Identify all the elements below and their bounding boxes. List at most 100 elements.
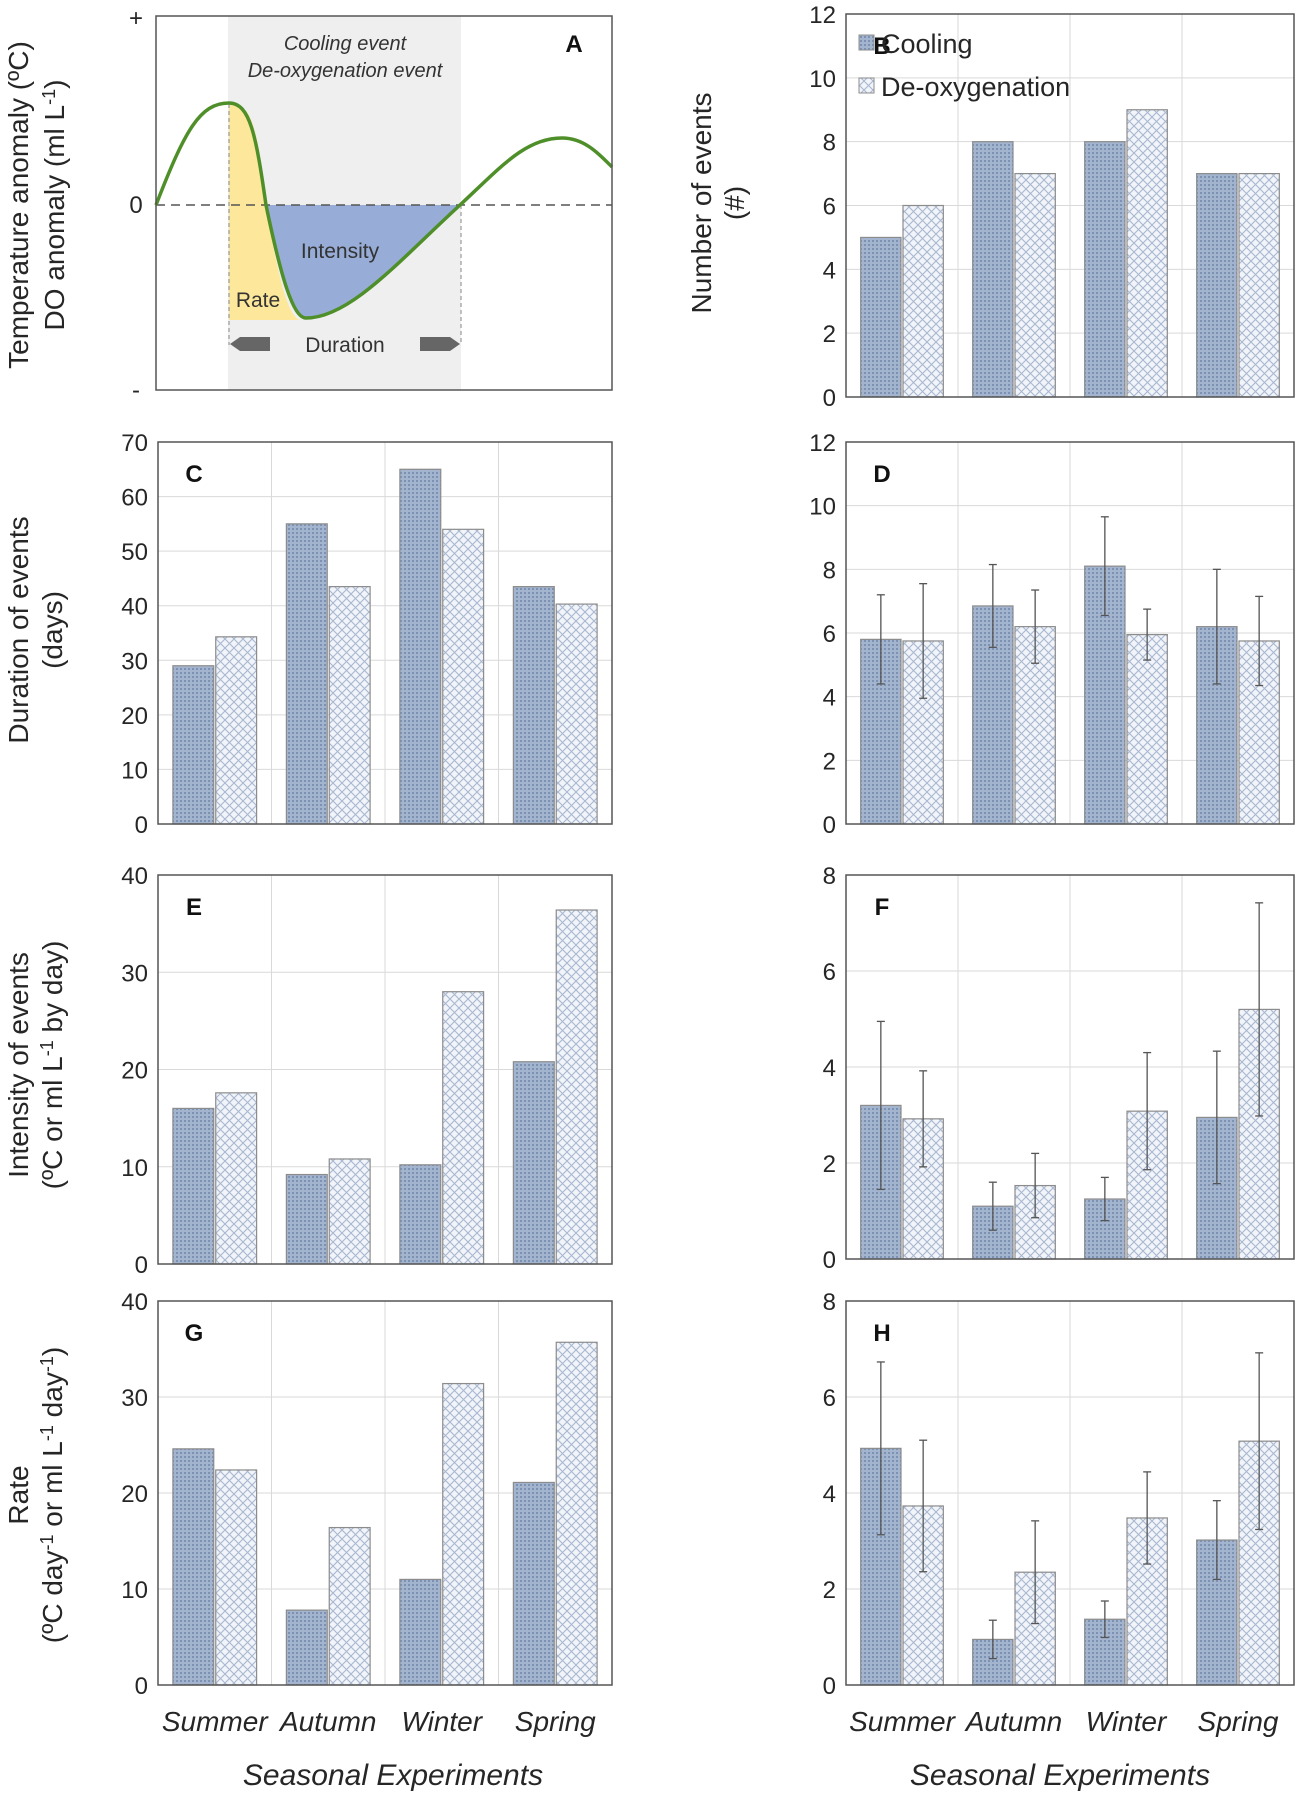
panel-g-frame xyxy=(157,1300,613,1686)
panel-b-ytick: 8 xyxy=(823,130,836,157)
anomaly-curve xyxy=(154,101,614,320)
panel-g-xtick-autumn: Autumn xyxy=(278,1706,377,1737)
panel-g-ytick: 20 xyxy=(121,1481,148,1508)
panel-c-bar-deoxygenation-spring xyxy=(555,603,598,825)
legend-label-cooling: Cooling xyxy=(881,29,973,59)
panel-g-ytick: 0 xyxy=(135,1673,148,1700)
panel-c-ytick: 10 xyxy=(121,757,148,784)
panel-b-ylabel-line1: Number of events xyxy=(686,93,717,314)
panel-e-bar-deoxygenation-autumn xyxy=(328,1158,371,1265)
panel-e-bar-cooling-spring xyxy=(512,1061,555,1265)
panel-d-frame xyxy=(845,441,1295,825)
duration-arrow-right-icon xyxy=(420,337,460,351)
panel-e-bar-deoxygenation-spring xyxy=(555,909,598,1265)
panel-e-bar-deoxygenation-winter xyxy=(442,991,485,1265)
panel-c-bar-deoxygenation-winter xyxy=(442,528,485,825)
panel-g-bar-cooling-summer xyxy=(172,1448,215,1686)
panel-a-frame xyxy=(155,15,613,391)
panel-d-bar-deoxygenation-winter xyxy=(1126,633,1168,825)
panel-a-ylabel-line2: DO anomaly (ml L-1) xyxy=(39,80,70,331)
panel-g-xtick-spring: Spring xyxy=(515,1706,596,1737)
panel-a: Temperature anomaly (ºC) DO anomaly (ml … xyxy=(3,5,614,404)
rate-area xyxy=(229,103,300,320)
panel-e-ylabel-line1: Intensity of events xyxy=(3,952,34,1178)
panel-g-bar-cooling-spring xyxy=(512,1481,555,1686)
panel-b-bar-deoxygenation-spring xyxy=(1238,172,1280,398)
panel-g-ylabel-line2: (ºC day-1 or ml L-1 day-1) xyxy=(37,1347,68,1643)
panel-b-ytick: 6 xyxy=(823,194,836,221)
panel-d-ytick: 12 xyxy=(809,430,836,457)
panel-g-bar-cooling-autumn xyxy=(285,1609,328,1686)
panel-h-ytick: 0 xyxy=(823,1673,836,1700)
panel-b-bar-deoxygenation-summer xyxy=(902,204,944,398)
panel-c-bar-cooling-autumn xyxy=(285,523,328,825)
panel-a-tick-minus: - xyxy=(132,377,140,404)
panel-e-ylabel-line2: (ºC or ml L-1 by day) xyxy=(37,941,68,1190)
panel-f-ytick: 4 xyxy=(823,1055,836,1082)
panel-d-ytick: 10 xyxy=(809,494,836,521)
panel-g-xtick-summer: Summer xyxy=(162,1706,269,1737)
panel-label-h: H xyxy=(873,1320,890,1347)
panel-d-ytick: 4 xyxy=(823,685,836,712)
intensity-area xyxy=(267,205,460,318)
panel-label-e: E xyxy=(186,894,202,921)
panel-e-ytick: 40 xyxy=(121,863,148,890)
panel-e-ytick: 30 xyxy=(121,960,148,987)
panel-b-bar-deoxygenation-winter xyxy=(1126,109,1168,398)
panel-f-ytick: 6 xyxy=(823,959,836,986)
x-axis-title-left: Seasonal Experiments xyxy=(243,1759,543,1792)
panel-e-ytick: 20 xyxy=(121,1058,148,1085)
panel-f-ytick: 0 xyxy=(823,1247,836,1274)
panel-g-xtick-winter: Winter xyxy=(401,1706,483,1737)
panel-c-bar-deoxygenation-summer xyxy=(215,636,258,825)
panel-f: 0 2 4 6 8 F xyxy=(823,863,1295,1274)
panel-label-d: D xyxy=(873,461,890,488)
panel-e-bar-cooling-autumn xyxy=(285,1173,328,1265)
panel-f-ytick: 8 xyxy=(823,863,836,890)
panel-c-ylabel-line2: (days) xyxy=(37,591,68,669)
panel-g-bar-cooling-winter xyxy=(399,1578,442,1686)
panel-d: 0 2 4 6 8 10 12 D xyxy=(809,430,1295,839)
panel-c-bar-cooling-winter xyxy=(399,468,442,825)
panel-e-ytick: 10 xyxy=(121,1155,148,1182)
panel-b-frame xyxy=(845,13,1295,398)
legend-label-deoxygenation: De-oxygenation xyxy=(881,72,1070,102)
panel-g-bar-deoxygenation-autumn xyxy=(328,1526,371,1686)
panel-c-bar-cooling-spring xyxy=(512,586,555,825)
panel-h-ytick: 6 xyxy=(823,1385,836,1412)
deoxygenation-event-label: De-oxygenation event xyxy=(248,60,444,82)
panel-h-xtick-summer: Summer xyxy=(849,1706,956,1737)
panel-g-bar-deoxygenation-spring xyxy=(555,1341,598,1686)
panel-label-g: G xyxy=(185,1320,204,1347)
panel-b-bar-cooling-summer xyxy=(860,236,902,398)
panel-c-ytick: 30 xyxy=(121,648,148,675)
panel-h-xtick-winter: Winter xyxy=(1086,1706,1168,1737)
panel-e-ytick: 0 xyxy=(135,1252,148,1279)
panel-d-ytick: 6 xyxy=(823,621,836,648)
panel-h-ytick: 8 xyxy=(823,1289,836,1316)
panel-e: 0 10 20 30 40 E xyxy=(121,863,613,1279)
panel-d-ytick: 8 xyxy=(823,557,836,584)
legend-swatch-deoxygenation xyxy=(858,77,875,94)
panel-e-bar-cooling-winter xyxy=(399,1164,442,1265)
panel-g-ylabel-line1: Rate xyxy=(3,1465,34,1524)
x-axis-title-right: Seasonal Experiments xyxy=(910,1759,1210,1792)
panel-label-b: B xyxy=(873,33,890,60)
panel-e-frame xyxy=(157,874,613,1265)
panel-b-ytick: 4 xyxy=(823,257,836,284)
panel-b-ytick: 2 xyxy=(823,321,836,348)
panel-b-ytick: 12 xyxy=(809,2,836,29)
panel-label-c: C xyxy=(185,461,202,488)
panel-c-ytick: 40 xyxy=(121,594,148,621)
panel-h-ytick: 4 xyxy=(823,1481,836,1508)
panel-c-ylabel-line1: Duration of events xyxy=(3,516,34,743)
panel-label-f: F xyxy=(875,894,890,921)
panel-a-tick-zero: 0 xyxy=(129,192,142,219)
panel-b-bar-cooling-autumn xyxy=(972,141,1014,398)
duration-label: Duration xyxy=(305,334,384,357)
panel-h-frame xyxy=(845,1300,1295,1686)
panel-g-ytick: 10 xyxy=(121,1577,148,1604)
panel-c-ytick: 60 xyxy=(121,485,148,512)
